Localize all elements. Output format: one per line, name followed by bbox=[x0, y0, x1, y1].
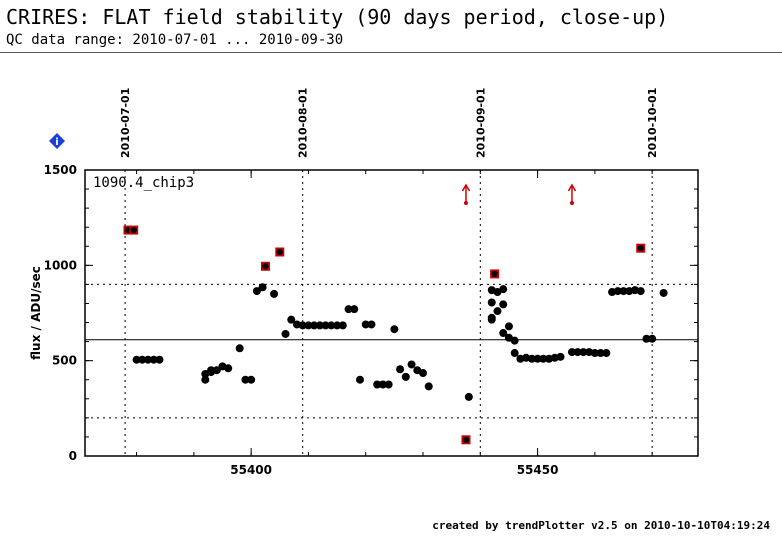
data-point bbox=[333, 321, 342, 330]
data-point bbox=[310, 321, 319, 330]
date-marker-label: 2010-09-01 bbox=[474, 88, 487, 158]
offscale-arrow-dot bbox=[463, 201, 468, 205]
data-point bbox=[212, 366, 221, 375]
data-point bbox=[367, 320, 376, 329]
y-axis-label: flux / ADU/sec bbox=[29, 266, 43, 360]
data-point bbox=[132, 355, 141, 364]
data-point bbox=[602, 349, 611, 358]
plot-frame bbox=[84, 169, 699, 457]
data-point bbox=[613, 287, 622, 296]
data-point bbox=[315, 321, 324, 330]
data-point bbox=[510, 349, 519, 358]
data-point bbox=[258, 283, 267, 292]
data-point bbox=[384, 380, 393, 389]
outlier-point bbox=[491, 270, 498, 278]
data-point bbox=[235, 344, 244, 353]
offscale-arrow bbox=[567, 183, 577, 205]
info-icon-glyph: i bbox=[55, 137, 58, 148]
date-marker-label: 2010-07-01 bbox=[119, 88, 132, 158]
data-point bbox=[590, 349, 599, 358]
offscale-arrow-head bbox=[461, 183, 471, 192]
data-point bbox=[390, 325, 399, 334]
data-point bbox=[298, 321, 307, 330]
date-marker-label: 2010-10-01 bbox=[646, 88, 659, 158]
data-point bbox=[224, 364, 233, 373]
data-point bbox=[287, 315, 296, 324]
date-marker-label: 2010-08-01 bbox=[297, 88, 310, 158]
y-tick-label: 0 bbox=[69, 449, 77, 463]
data-point bbox=[149, 355, 158, 364]
outlier-point bbox=[462, 436, 470, 443]
data-point bbox=[321, 321, 330, 330]
data-point bbox=[642, 334, 651, 343]
data-point bbox=[493, 307, 502, 316]
x-tick-label: 55400 bbox=[230, 463, 272, 477]
chart-subtitle: QC data range: 2010-07-01 ... 2010-09-30 bbox=[6, 32, 344, 48]
data-point bbox=[596, 349, 605, 358]
data-point bbox=[396, 365, 405, 374]
data-point bbox=[252, 287, 261, 296]
data-point bbox=[355, 375, 364, 384]
data-point bbox=[247, 375, 256, 384]
data-point bbox=[636, 287, 645, 296]
data-point bbox=[648, 334, 657, 343]
outlier-point bbox=[262, 263, 269, 270]
data-point bbox=[304, 321, 313, 330]
data-point bbox=[424, 382, 433, 391]
data-point bbox=[556, 352, 565, 361]
data-point bbox=[619, 287, 628, 296]
data-point bbox=[350, 305, 359, 314]
data-point bbox=[378, 380, 387, 389]
data-point bbox=[144, 355, 153, 364]
info-icon: i bbox=[49, 133, 65, 149]
data-point bbox=[510, 336, 519, 345]
x-tick-label: 55450 bbox=[517, 463, 559, 477]
data-point bbox=[499, 300, 508, 309]
data-point bbox=[270, 289, 279, 298]
data-point bbox=[201, 375, 210, 384]
data-point bbox=[504, 322, 513, 331]
y-tick-label: 500 bbox=[52, 354, 77, 368]
data-point bbox=[361, 320, 370, 329]
offscale-arrow-head bbox=[567, 183, 577, 192]
info-icon-diamond bbox=[49, 133, 65, 149]
panel-label: 1090.4_chip3 bbox=[93, 175, 194, 191]
data-point bbox=[138, 355, 147, 364]
outlier-point bbox=[130, 226, 137, 234]
offscale-arrow bbox=[461, 183, 471, 205]
data-point bbox=[539, 354, 548, 363]
data-point bbox=[407, 360, 416, 369]
data-point bbox=[338, 321, 347, 330]
data-point bbox=[527, 354, 536, 363]
y-tick-label: 1000 bbox=[44, 258, 77, 272]
data-point bbox=[464, 392, 473, 401]
data-point bbox=[659, 288, 668, 297]
offscale-arrow-dot bbox=[569, 201, 574, 205]
data-point bbox=[499, 329, 508, 338]
outlier-point bbox=[637, 244, 644, 252]
data-point bbox=[401, 372, 410, 381]
data-point bbox=[207, 366, 216, 375]
data-point bbox=[487, 298, 496, 307]
data-point bbox=[579, 348, 588, 357]
data-point bbox=[241, 375, 250, 384]
data-point bbox=[327, 321, 336, 330]
data-point bbox=[567, 348, 576, 357]
header-divider bbox=[0, 52, 782, 53]
data-point bbox=[155, 355, 164, 364]
data-point bbox=[373, 380, 382, 389]
data-point bbox=[573, 348, 582, 357]
data-point bbox=[281, 329, 290, 338]
data-point bbox=[533, 354, 542, 363]
data-point bbox=[344, 305, 353, 314]
data-point bbox=[487, 315, 496, 324]
data-point bbox=[499, 285, 508, 294]
outlier-point bbox=[276, 248, 283, 256]
chart-title: CRIRES: FLAT field stability (90 days pe… bbox=[6, 5, 669, 29]
data-point bbox=[419, 369, 428, 378]
y-tick-label: 1500 bbox=[44, 163, 77, 177]
footer-credit: created by trendPlotter v2.5 on 2010-10-… bbox=[432, 519, 770, 532]
